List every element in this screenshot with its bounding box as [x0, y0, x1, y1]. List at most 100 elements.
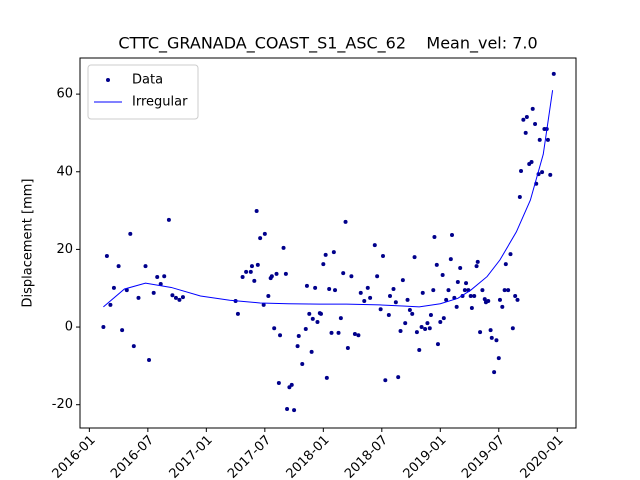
y-tick-label: -20 [52, 397, 73, 412]
data-point [400, 278, 405, 283]
data-point [545, 137, 550, 142]
data-point [235, 311, 240, 316]
data-point [276, 380, 281, 385]
data-point [331, 250, 336, 255]
data-point [324, 375, 329, 380]
data-point [173, 295, 178, 300]
y-tick-label: 40 [56, 164, 73, 179]
data-point [388, 293, 392, 298]
data-point [240, 274, 245, 279]
data-point [508, 252, 513, 257]
data-point [431, 288, 436, 293]
data-point [296, 333, 301, 338]
data-point [177, 297, 182, 302]
data-point [269, 274, 274, 279]
data-point [166, 217, 171, 222]
data-point [309, 349, 314, 354]
data-point [261, 302, 266, 307]
data-point [333, 288, 338, 293]
data-point [104, 254, 109, 259]
data-point [521, 117, 526, 122]
data-point [120, 328, 125, 333]
data-point [136, 295, 141, 300]
y-tick-label: 60 [56, 87, 73, 102]
data-point [162, 274, 167, 279]
data-point [396, 375, 401, 380]
data-point [425, 321, 430, 326]
data-point [455, 280, 460, 285]
data-point [278, 333, 283, 338]
plot-frame [79, 57, 577, 429]
data-point [492, 370, 497, 375]
data-point [292, 408, 297, 413]
data-point [147, 358, 152, 363]
data-point [108, 302, 113, 307]
data-point [281, 245, 286, 250]
chart-title: CTTC_GRANADA_COAST_S1_ASC_62 Mean_vel: 7… [118, 34, 537, 54]
data-point [506, 288, 511, 293]
data-point [533, 122, 538, 127]
data-point [155, 274, 160, 279]
y-tick-label: 0 [65, 320, 73, 335]
data-point [502, 288, 507, 293]
data-point [446, 288, 451, 293]
data-point [362, 299, 367, 304]
data-point [254, 208, 259, 213]
data-point [444, 297, 449, 302]
data-point [482, 297, 487, 302]
data-point [111, 285, 116, 290]
data-point [428, 313, 433, 318]
data-point [488, 328, 493, 333]
data-point [358, 290, 363, 295]
data-point [486, 299, 491, 304]
data-point [303, 326, 308, 331]
data-point [423, 326, 428, 331]
data-point [503, 262, 508, 267]
data-point [327, 287, 332, 292]
data-point [464, 281, 469, 286]
data-point [441, 316, 446, 321]
data-point [323, 252, 328, 257]
data-point [398, 328, 403, 333]
data-point [368, 295, 373, 300]
data-point [170, 293, 175, 298]
data-point [474, 264, 479, 269]
data-point [551, 71, 556, 76]
data-point [143, 264, 148, 269]
data-point [252, 278, 257, 283]
data-point [180, 295, 185, 300]
data-point [295, 344, 300, 349]
data-point [435, 342, 440, 347]
data-point [405, 297, 410, 302]
data-point [462, 288, 467, 293]
data-point [427, 326, 432, 331]
data-point [124, 288, 129, 293]
data-point [529, 160, 534, 165]
data-point [380, 254, 385, 259]
y-axis-label: Displacement [mm] [21, 179, 36, 308]
data-point [315, 320, 320, 325]
legend-label: Irregular [132, 95, 188, 110]
data-point [412, 255, 417, 260]
series-line [103, 90, 554, 308]
data-point [391, 287, 396, 292]
data-point [434, 262, 439, 267]
data-point [338, 316, 343, 321]
data-point [540, 170, 545, 175]
data-point [283, 271, 288, 276]
data-point [432, 234, 437, 239]
data-point [386, 313, 391, 318]
data-point [258, 236, 263, 241]
data-point [300, 361, 305, 366]
data-point [313, 285, 318, 290]
data-point [345, 346, 350, 351]
data-point [420, 290, 425, 295]
data-point [318, 311, 323, 316]
data-point [244, 269, 249, 274]
data-point [343, 219, 348, 224]
data-point [407, 307, 412, 312]
data-point [356, 333, 361, 338]
data-point [414, 330, 419, 335]
data-point [128, 231, 133, 236]
legend-box [87, 64, 199, 120]
